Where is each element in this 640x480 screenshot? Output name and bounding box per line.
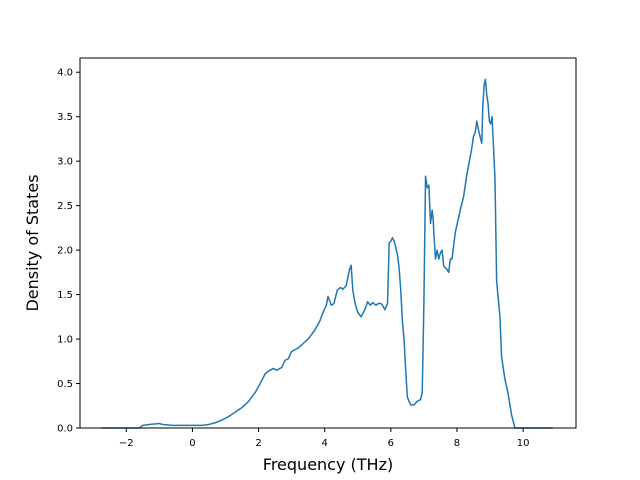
y-tick-label: 1.5 <box>57 290 73 301</box>
y-tick-label: 3.5 <box>57 112 73 123</box>
y-tick-label: 4.0 <box>57 68 73 79</box>
x-tick-label: 2 <box>255 438 261 449</box>
y-tick-label: 0.0 <box>57 424 73 435</box>
y-axis-ticks: 0.0 0.5 1.0 1.5 2.0 2.5 3.0 3.5 4.0 <box>57 68 80 435</box>
y-tick-label: 2.0 <box>57 246 73 257</box>
x-tick-label: 6 <box>388 438 394 449</box>
axes-frame <box>79 57 577 429</box>
x-tick-label: 8 <box>454 438 460 449</box>
y-tick-label: 1.0 <box>57 335 73 346</box>
y-axis-label: Density of States <box>23 174 42 311</box>
x-axis-ticks: −2 0 2 4 6 8 10 <box>119 428 530 449</box>
x-tick-label: −2 <box>119 438 134 449</box>
x-tick-label: 4 <box>322 438 328 449</box>
x-axis-label: Frequency (THz) <box>263 455 393 474</box>
x-tick-label: 0 <box>189 438 195 449</box>
y-tick-label: 0.5 <box>57 379 73 390</box>
y-tick-label: 3.0 <box>57 157 73 168</box>
y-tick-label: 2.5 <box>57 201 73 212</box>
x-tick-label: 10 <box>517 438 530 449</box>
series-line <box>101 78 553 429</box>
